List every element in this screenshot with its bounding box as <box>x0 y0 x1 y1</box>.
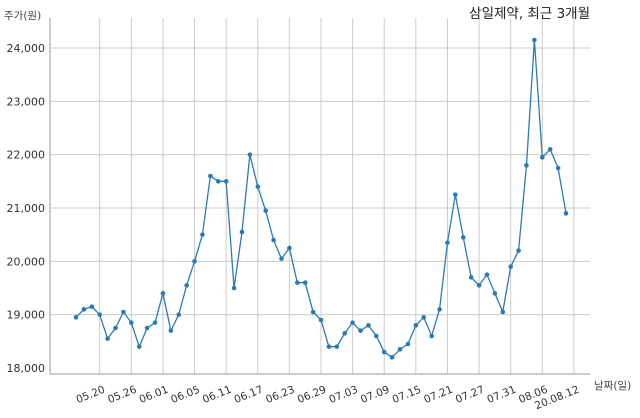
data-point <box>516 248 521 253</box>
data-point <box>168 328 174 333</box>
data-point <box>350 320 355 325</box>
x-tick-label: 06.23 <box>264 384 296 406</box>
x-tick-label: 07.21 <box>422 384 454 406</box>
data-point <box>397 347 403 352</box>
data-point <box>255 184 261 189</box>
data-point <box>563 211 569 216</box>
y-tick-label: 19,000 <box>7 309 46 322</box>
data-point <box>429 333 434 339</box>
data-point <box>492 291 498 296</box>
data-point <box>381 349 387 355</box>
x-tick-label: 06.11 <box>201 384 233 406</box>
data-point <box>437 307 442 312</box>
data-point <box>152 320 158 325</box>
y-axis-label: 주가(원) <box>4 10 41 22</box>
y-tick-label: 23,000 <box>7 95 46 108</box>
data-point <box>215 179 221 184</box>
data-point <box>144 325 150 331</box>
x-axis-label: 날짜(일) <box>594 379 631 392</box>
x-tick-label: 06.17 <box>233 384 265 406</box>
data-point <box>81 307 87 312</box>
data-point <box>247 152 253 157</box>
data-point <box>547 147 553 152</box>
data-point <box>287 245 292 251</box>
chart-title: 삼일제약, 최근 3개월 <box>469 6 590 22</box>
y-tick-label: 20,000 <box>7 255 46 268</box>
data-point <box>200 232 205 237</box>
x-tick-label: 07.09 <box>359 384 391 406</box>
y-tick-label: 21,000 <box>7 202 46 215</box>
data-point <box>342 331 348 336</box>
x-tick-label: 06.29 <box>296 384 328 406</box>
data-point <box>389 355 395 360</box>
y-tick-label: 22,000 <box>7 149 46 162</box>
data-point <box>445 240 450 245</box>
x-tick-label: 06.05 <box>169 384 201 406</box>
data-point <box>208 173 213 179</box>
data-point <box>524 163 529 168</box>
data-point <box>239 229 245 235</box>
data-point <box>532 37 537 43</box>
data-point <box>294 280 300 285</box>
x-tick-label: 07.27 <box>454 384 486 406</box>
data-point <box>160 291 166 296</box>
data-point <box>413 323 419 328</box>
y-tick-label: 24,000 <box>7 42 46 55</box>
data-point <box>334 344 340 349</box>
data-point <box>468 275 474 280</box>
axis-layer <box>49 18 590 375</box>
grid-layer <box>50 18 590 374</box>
data-point <box>374 333 379 339</box>
data-point <box>223 179 229 184</box>
data-point <box>263 208 268 213</box>
price-points <box>73 37 569 360</box>
data-point <box>326 344 332 349</box>
data-point <box>184 283 189 288</box>
data-point <box>129 320 134 325</box>
data-point <box>231 285 237 291</box>
data-point <box>136 344 142 349</box>
y-tick-label: 18,000 <box>7 362 46 375</box>
x-tick-label: 05.20 <box>74 384 106 406</box>
data-point <box>421 315 427 320</box>
data-point <box>176 312 182 317</box>
x-tick-label: 07.15 <box>391 384 423 406</box>
data-point <box>105 336 110 341</box>
data-point <box>453 192 458 197</box>
data-point <box>271 237 276 243</box>
data-point <box>555 165 561 171</box>
data-point <box>121 309 126 315</box>
data-point <box>279 256 284 261</box>
data-point <box>302 280 308 285</box>
data-point <box>192 259 197 264</box>
tick-label-layer: 18,000 19,000 20,000 21,000 22,000 23,000 24,0… <box>7 42 582 412</box>
x-tick-label: 07.03 <box>327 384 359 406</box>
data-point <box>113 325 118 331</box>
x-tick-label: 05.26 <box>106 384 139 407</box>
data-point <box>97 312 103 317</box>
data-point <box>484 272 490 277</box>
data-point <box>310 309 316 315</box>
data-point <box>500 309 506 315</box>
data-point <box>73 315 79 320</box>
data-point <box>366 323 371 328</box>
data-point <box>405 341 411 347</box>
data-point <box>318 317 324 323</box>
data-point <box>476 283 482 288</box>
x-tick-label: 07.31 <box>485 384 517 406</box>
data-point <box>89 304 95 309</box>
data-point <box>539 155 545 160</box>
x-tick-label: 06.01 <box>138 384 170 406</box>
data-point <box>358 328 363 333</box>
data-point <box>460 235 466 240</box>
data-point <box>508 264 513 269</box>
